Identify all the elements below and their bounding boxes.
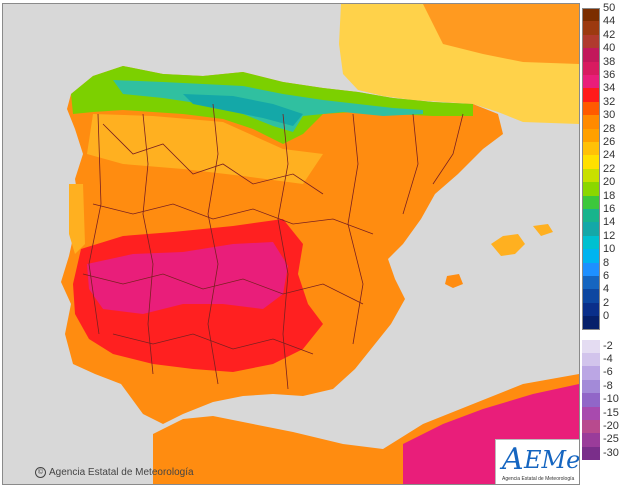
legend-label: -8 (603, 379, 613, 392)
legend-swatch (582, 155, 600, 169)
legend-swatch (582, 182, 600, 196)
france-hot-area (423, 4, 579, 64)
legend-label: 4 (603, 283, 610, 296)
legend-label: 0 (603, 310, 610, 323)
legend-swatch (582, 34, 600, 49)
map-credit: © Agencia Estatal de Meteorología (35, 467, 194, 478)
legend-swatch (582, 235, 600, 250)
legend-swatch (582, 101, 600, 116)
legend-label: -15 (603, 406, 619, 419)
legend-label: -25 (603, 433, 619, 446)
cantabrian-coolest-area (183, 94, 303, 126)
legend-label: 24 (603, 149, 616, 162)
legend-swatch (582, 393, 600, 407)
mallorca-island (491, 234, 525, 256)
legend-label: 32 (603, 95, 616, 108)
legend-swatch (582, 353, 600, 367)
legend-label: 18 (603, 189, 616, 202)
legend-label: 16 (603, 203, 616, 215)
legend-label: 36 (603, 69, 616, 81)
legend-swatch (582, 276, 600, 290)
legend-swatch (582, 302, 600, 317)
legend-label: 50 (603, 2, 616, 14)
legend-label: 14 (603, 216, 616, 229)
legend-swatch (582, 420, 600, 434)
legend-swatch (582, 379, 600, 394)
northern-plateau (87, 114, 323, 184)
legend-swatch (582, 339, 600, 353)
guadalquivir-hottest-area (87, 242, 288, 314)
legend-label: 22 (603, 162, 616, 175)
legend-label: 2 (603, 296, 610, 309)
temperature-map: ©Agencia Estatal de Meteorología A EMet … (2, 3, 580, 485)
legend-swatch (582, 316, 600, 330)
logo-letter: A (502, 442, 524, 477)
legend-swatch (582, 433, 600, 447)
legend-label: -10 (603, 393, 619, 406)
legend-swatch (582, 142, 600, 156)
legend-swatch (582, 195, 600, 209)
legend-label: -6 (603, 366, 613, 379)
copyright-icon: © (35, 467, 46, 478)
legend-label: 8 (603, 256, 610, 269)
legend-label: 34 (603, 82, 616, 95)
legend-label: 38 (603, 55, 616, 68)
legend-swatch (582, 168, 600, 183)
logo-subtitle: Agencia Estatal de Meteorología (502, 476, 575, 482)
legend-swatch (582, 366, 600, 380)
legend-swatch (582, 128, 600, 142)
logo-wordmark: EMet (524, 446, 580, 474)
legend-label: -2 (603, 339, 613, 352)
legend-label: 30 (603, 109, 616, 122)
menorca-island (533, 224, 553, 236)
legend-swatch (582, 222, 600, 236)
legend-label: 12 (603, 229, 616, 242)
legend-swatch (582, 61, 600, 75)
legend-swatch (582, 75, 600, 89)
legend-label: 44 (603, 15, 616, 28)
legend-swatch (582, 209, 600, 223)
aemet-logo: A EMet Agencia Estatal de Meteorología (495, 439, 580, 484)
legend-swatch (582, 249, 600, 263)
legend-label: 42 (603, 28, 616, 41)
legend-label: -20 (603, 420, 619, 432)
credit-text: Agencia Estatal de Meteorología (49, 467, 194, 479)
map-canvas (3, 4, 579, 484)
legend-swatch (582, 88, 600, 102)
legend-label: -4 (603, 353, 613, 365)
legend-swatch (582, 289, 600, 303)
portugal-coast-strip (69, 184, 85, 254)
legend-swatch (582, 21, 600, 35)
legend-label: 6 (603, 270, 610, 282)
ibiza-island (445, 274, 463, 288)
legend-swatch (582, 115, 600, 129)
province-borders (82, 103, 464, 390)
legend-swatch (582, 8, 600, 22)
legend-label: 26 (603, 136, 616, 148)
temperature-legend: 50 44 42 40 38 36 34 32 30 28 26 24 22 20 18 16 14 12 10 8 6… (582, 3, 628, 493)
legend-label: 10 (603, 243, 616, 256)
legend-label: 20 (603, 176, 616, 189)
legend-label: 28 (603, 122, 616, 135)
legend-label: 40 (603, 42, 616, 55)
legend-frame (582, 8, 600, 330)
legend-label: -30 (603, 446, 619, 459)
legend-swatch (582, 406, 600, 420)
legend-swatch (582, 262, 600, 276)
legend-swatch (582, 48, 600, 62)
legend-swatch (582, 446, 600, 461)
